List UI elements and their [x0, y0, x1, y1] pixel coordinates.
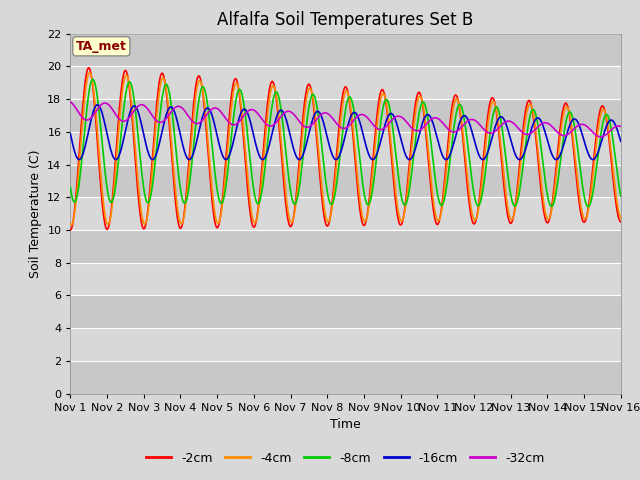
Legend: -2cm, -4cm, -8cm, -16cm, -32cm: -2cm, -4cm, -8cm, -16cm, -32cm	[141, 447, 550, 469]
Bar	[70, 361, 621, 394]
Bar	[70, 230, 621, 263]
Bar	[70, 165, 621, 197]
Bar	[70, 197, 621, 230]
X-axis label: Time: Time	[330, 418, 361, 431]
Text: TA_met: TA_met	[76, 40, 127, 53]
Bar	[70, 34, 621, 66]
Bar	[70, 66, 621, 99]
Bar	[70, 295, 621, 328]
Y-axis label: Soil Temperature (C): Soil Temperature (C)	[29, 149, 42, 278]
Bar	[70, 328, 621, 361]
Bar	[70, 263, 621, 295]
Bar	[70, 132, 621, 165]
Bar	[70, 99, 621, 132]
Title: Alfalfa Soil Temperatures Set B: Alfalfa Soil Temperatures Set B	[218, 11, 474, 29]
